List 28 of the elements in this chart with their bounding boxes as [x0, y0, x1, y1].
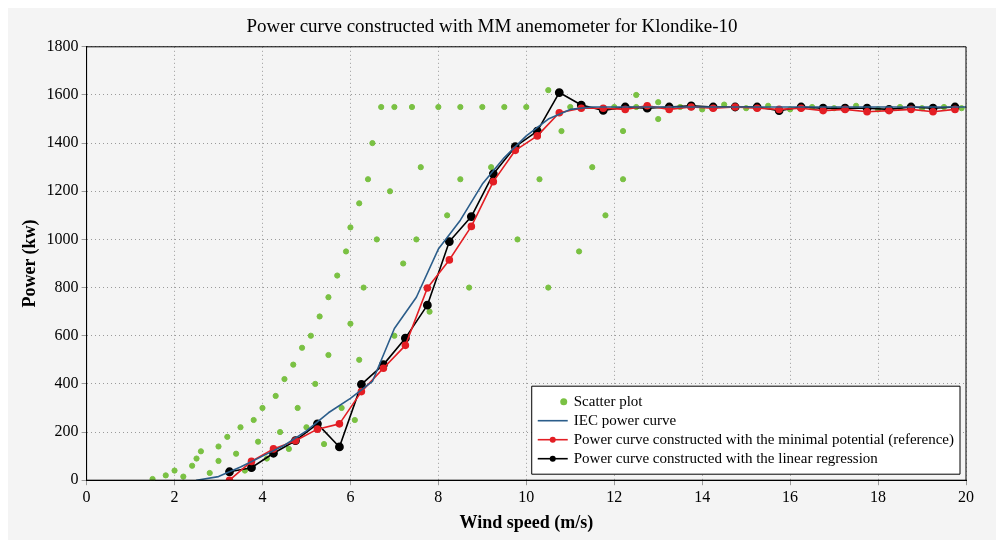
- x-tick-label: 20: [958, 488, 974, 505]
- x-tick-label: 12: [606, 488, 623, 505]
- x-tick-label: 18: [870, 488, 887, 505]
- y-tick-label: 400: [54, 374, 79, 392]
- legend-label: IEC power curve: [573, 411, 677, 428]
- y-tick-label: 200: [54, 422, 79, 440]
- x-tick-label: 16: [782, 488, 799, 505]
- y-tick-label: 1000: [46, 229, 79, 247]
- legend-label: Scatter plot: [573, 392, 644, 409]
- legend-label: Power curve constructed with the linear regression: [573, 449, 879, 466]
- chart-title: Power curve constructed with MM anemometer for Klondike-10: [246, 15, 738, 37]
- y-tick-label: 600: [54, 325, 79, 343]
- y-tick-label: 1400: [46, 133, 79, 151]
- y-axis-title: Power (kw): [19, 219, 41, 308]
- x-tick-label: 14: [694, 488, 711, 505]
- x-axis-title: Wind speed (m/s): [459, 511, 594, 533]
- x-tick-label: 2: [170, 488, 179, 505]
- y-tick-label: 0: [70, 470, 79, 488]
- legend-label: Power curve constructed with the minimal potential (reference): [573, 430, 955, 448]
- y-tick-label: 1800: [46, 37, 79, 54]
- x-tick-label: 8: [434, 488, 443, 505]
- x-tick-label: 6: [346, 488, 355, 505]
- y-tick-label: 1200: [46, 181, 79, 199]
- y-tick-label: 1600: [46, 85, 79, 103]
- x-tick-label: 0: [82, 488, 91, 505]
- x-tick-label: 4: [258, 488, 267, 505]
- x-tick-label: 10: [518, 488, 535, 505]
- y-tick-label: 800: [54, 277, 79, 295]
